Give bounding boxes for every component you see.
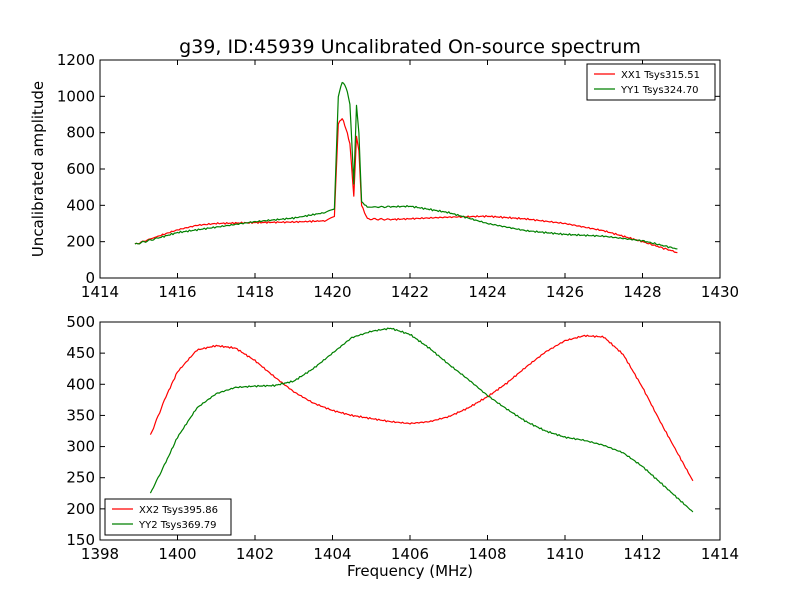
y-tick-label: 200 <box>66 233 95 251</box>
x-tick-label: 1418 <box>236 283 274 301</box>
y-tick-label: 400 <box>66 375 95 393</box>
x-tick-label: 1400 <box>158 545 196 563</box>
x-tick-label: 1426 <box>546 283 584 301</box>
y-tick-label: 300 <box>66 438 95 456</box>
x-tick-label: 1428 <box>623 283 661 301</box>
legend-box <box>104 498 232 536</box>
y-axis-label: Uncalibrated amplitude <box>29 81 47 257</box>
y-tick-label: 800 <box>66 124 95 142</box>
figure-title: g39, ID:45939 Uncalibrated On-source spe… <box>179 36 641 58</box>
x-tick-label: 1398 <box>81 545 119 563</box>
legend-box <box>586 63 716 101</box>
x-tick-label: 1416 <box>158 283 196 301</box>
x-tick-label: 1420 <box>313 283 351 301</box>
series-line-2 <box>149 327 694 513</box>
x-tick-label: 1404 <box>313 545 351 563</box>
x-tick-label: 1414 <box>81 283 119 301</box>
legend-label: YY2 Tsys369.79 <box>138 520 217 531</box>
legend-label: XX1 Tsys315.51 <box>621 70 700 81</box>
y-tick-label: 1000 <box>57 87 95 105</box>
series-line-2 <box>134 81 678 250</box>
x-tick-label: 1424 <box>468 283 506 301</box>
series-line-1 <box>134 118 678 254</box>
y-tick-label: 0 <box>85 269 95 287</box>
y-tick-label: 450 <box>66 344 95 362</box>
y-tick-label: 200 <box>66 500 95 518</box>
series-line-1 <box>149 334 694 482</box>
y-tick-label: 1200 <box>57 51 95 69</box>
x-tick-label: 1410 <box>546 545 584 563</box>
x-tick-label: 1408 <box>468 545 506 563</box>
legend: XX2 Tsys395.86 YY2 Tsys369.79 <box>104 498 232 536</box>
bottom-panel: 1398 1400 1402 1404 1406 1408 1410 1412 1414 150 2… <box>66 313 739 580</box>
x-tick-label: 1402 <box>236 545 274 563</box>
y-tick-label: 400 <box>66 196 95 214</box>
x-tick-label: 1430 <box>701 283 739 301</box>
x-tick-label: 1406 <box>391 545 429 563</box>
y-tick-label: 350 <box>66 406 95 424</box>
x-tick-label: 1414 <box>701 545 739 563</box>
legend-label: XX2 Tsys395.86 <box>139 505 218 516</box>
x-tick-label: 1422 <box>391 283 429 301</box>
y-tick-label: 600 <box>66 160 95 178</box>
x-axis-label: Frequency (MHz) <box>347 562 473 580</box>
y-tick-label: 500 <box>66 313 95 331</box>
legend-label: YY1 Tsys324.70 <box>620 85 699 96</box>
y-tick-label: 250 <box>66 469 95 487</box>
y-tick-label: 150 <box>66 531 95 549</box>
legend: XX1 Tsys315.51 YY1 Tsys324.70 <box>586 63 716 101</box>
top-panel: 1414 1416 1418 1420 1422 1424 1426 1428 1430 0 200… <box>29 51 739 301</box>
x-tick-label: 1412 <box>623 545 661 563</box>
